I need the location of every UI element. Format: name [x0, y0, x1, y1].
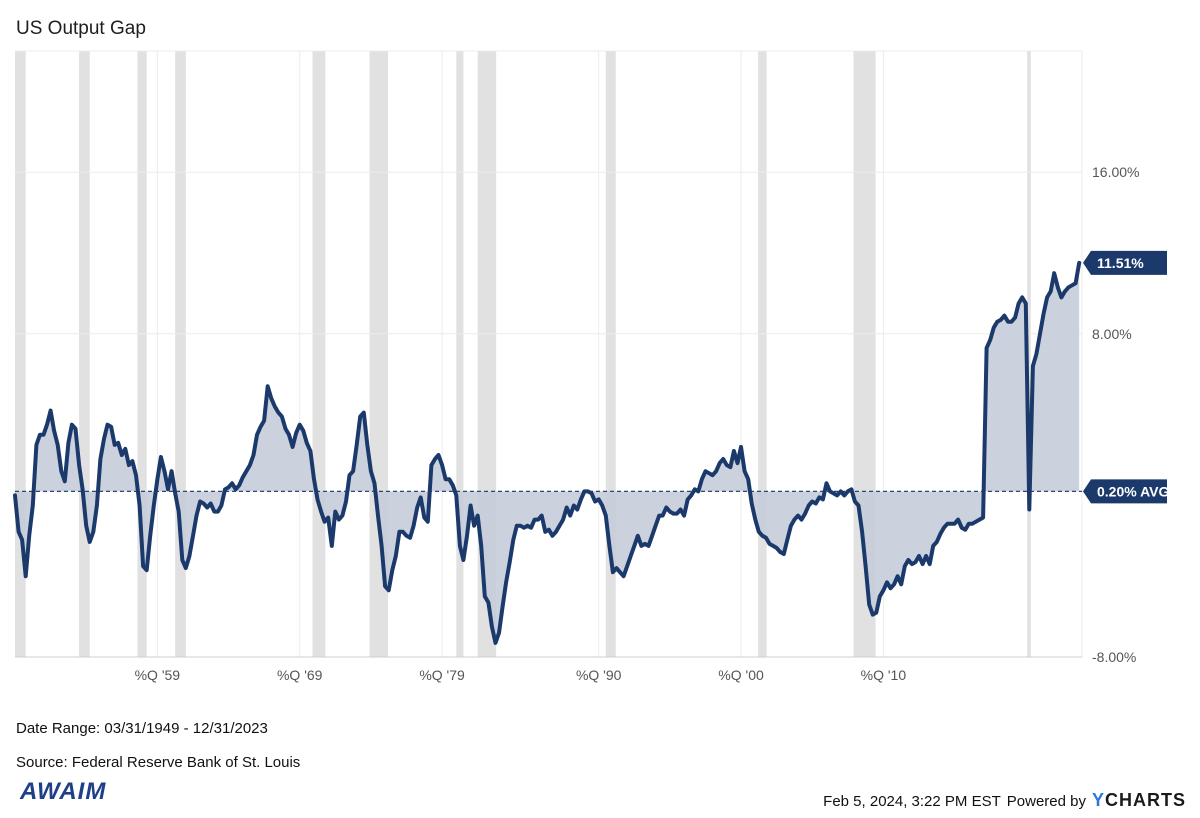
y-tick-label: 16.00% [1092, 164, 1139, 180]
x-tick-label: %Q '00 [718, 667, 764, 683]
recession-band [137, 51, 147, 657]
source-note: Source: Federal Reserve Bank of St. Loui… [16, 754, 301, 771]
recession-band [758, 51, 767, 657]
recession-band [175, 51, 186, 657]
recession-band [1027, 51, 1031, 657]
output-gap-chart: 16.00%8.00%-8.00% %Q '59 %Q '69 %Q '79 %Q '… [13, 50, 1169, 683]
recession-band [456, 51, 464, 657]
x-tick-label: %Q '10 [861, 667, 907, 683]
y-tick-label: -8.00% [1092, 649, 1136, 665]
recession-band [15, 51, 26, 657]
recession-band [605, 51, 616, 657]
average-callout-label: 0.20% AVG [1097, 483, 1169, 499]
timestamp: Feb 5, 2024, 3:22 PM EST [823, 793, 1001, 810]
awaim-logo: AWAIM [20, 778, 107, 805]
ycharts-logo: YCHARTS [1091, 790, 1186, 810]
gridlines [15, 50, 1083, 658]
last-value-callout-label: 11.51% [1097, 255, 1144, 271]
powered-by: Powered by [1006, 793, 1086, 810]
y-axis-ticks: 16.00% 8.00% -8.00% [1092, 164, 1139, 665]
x-axis-ticks: %Q '59 %Q '69 %Q '79 %Q '90 %Q '00 %Q '10 [135, 667, 907, 683]
x-tick-label: %Q '59 [135, 667, 181, 683]
average-callout-box [1083, 479, 1167, 504]
output-gap-area [15, 262, 1080, 643]
callouts: 11.51% 0.20% AVG [1083, 250, 1169, 504]
recession-band [79, 51, 90, 657]
y-tick-label: 8.00% [1092, 326, 1132, 342]
footer: Feb 5, 2024, 3:22 PM EST Powered by YCHA… [823, 790, 1186, 811]
last-value-callout-box [1083, 250, 1167, 275]
x-tick-label: %Q '69 [277, 667, 323, 683]
date-range: Date Range: 03/31/1949 - 12/31/2023 [16, 720, 268, 737]
chart-title: US Output Gap [16, 18, 146, 39]
x-tick-label: %Q '90 [576, 667, 622, 683]
x-tick-label: %Q '79 [419, 667, 465, 683]
recession-band [312, 51, 326, 657]
output-gap-line [13, 260, 1082, 645]
